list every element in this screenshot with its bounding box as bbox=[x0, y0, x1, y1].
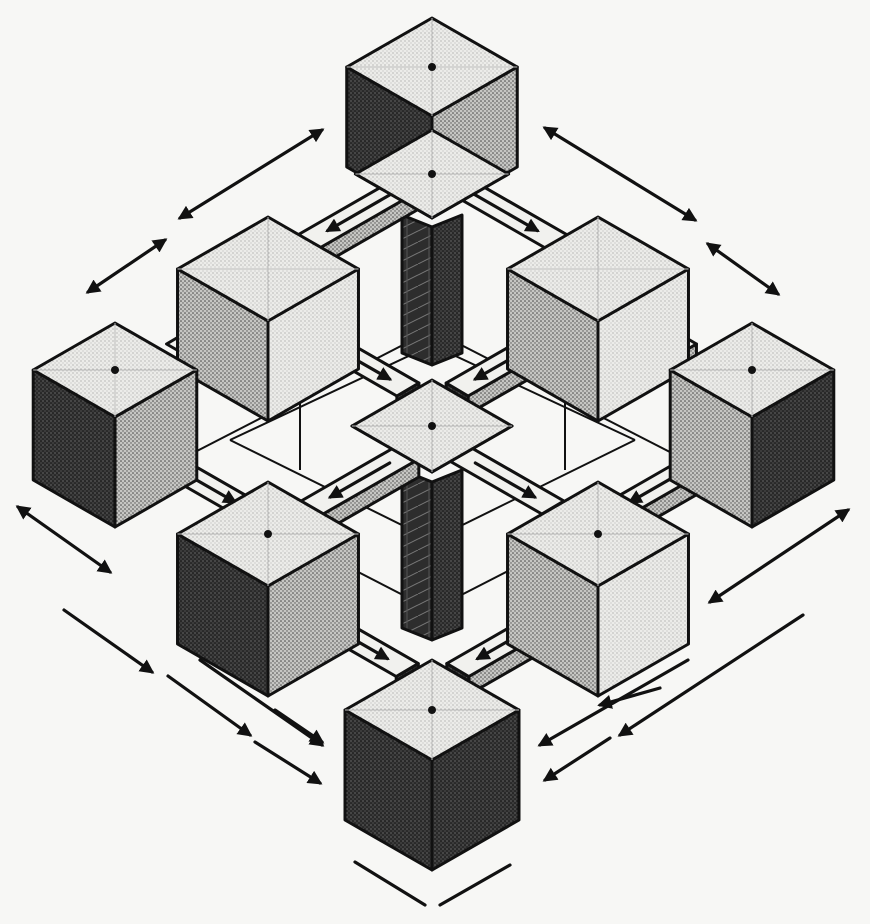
arrow-right-mid bbox=[707, 508, 851, 604]
arrow-left-low-4 bbox=[253, 740, 323, 785]
cube-center-dot bbox=[594, 530, 602, 538]
beam-arrow bbox=[325, 191, 394, 233]
upper-shaft bbox=[400, 213, 464, 367]
cube-center-dot bbox=[428, 706, 436, 714]
arrow-left-low-5 bbox=[273, 708, 325, 744]
cube-lower-right bbox=[506, 480, 690, 698]
cube-upper-right bbox=[506, 215, 690, 423]
arrow-left-mid bbox=[15, 505, 113, 574]
frame-line bbox=[229, 344, 433, 441]
cube-right bbox=[668, 321, 836, 529]
arrow-left-low-3 bbox=[198, 658, 325, 747]
dimension-line-right bbox=[438, 863, 512, 907]
cube-center-dot bbox=[428, 170, 436, 178]
arrow-left-short bbox=[85, 238, 168, 294]
arrow-right-short bbox=[705, 242, 781, 296]
beam-arrow bbox=[327, 461, 392, 499]
arrow-top-left-long bbox=[177, 128, 325, 220]
cube-bottom bbox=[343, 658, 521, 872]
shaft-left-face bbox=[400, 213, 434, 367]
cube-center-dot bbox=[264, 530, 272, 538]
arrow-left-low-1 bbox=[62, 608, 155, 674]
arrow-top-right-long bbox=[542, 126, 698, 222]
arrow-right-low-3 bbox=[542, 736, 612, 782]
frame-line bbox=[431, 344, 636, 441]
dimension-line-left bbox=[353, 860, 427, 907]
cube-center bbox=[350, 378, 514, 474]
vertical-shafts bbox=[400, 213, 464, 642]
shaft-left-face bbox=[400, 468, 434, 642]
direction-arrows bbox=[15, 126, 851, 907]
cube-upper-left bbox=[176, 215, 360, 423]
cube-top-inner bbox=[353, 128, 511, 220]
lower-shaft bbox=[400, 468, 464, 642]
cube-blocks bbox=[31, 16, 836, 872]
shaft-right-face bbox=[430, 468, 464, 642]
arrow-left-low-2 bbox=[166, 674, 253, 737]
cube-left bbox=[31, 321, 199, 529]
cube-center-dot bbox=[748, 366, 756, 374]
arrow-right-low-4 bbox=[597, 686, 662, 709]
shaft-right-face bbox=[430, 213, 464, 367]
arrow-right-low-1 bbox=[617, 613, 805, 737]
cube-center-dot bbox=[111, 366, 119, 374]
cube-center-dot bbox=[428, 63, 436, 71]
beam-arrow bbox=[471, 191, 540, 233]
cube-lower-left bbox=[176, 480, 360, 698]
cube-center-dot bbox=[428, 422, 436, 430]
beam-arrow bbox=[473, 461, 538, 499]
